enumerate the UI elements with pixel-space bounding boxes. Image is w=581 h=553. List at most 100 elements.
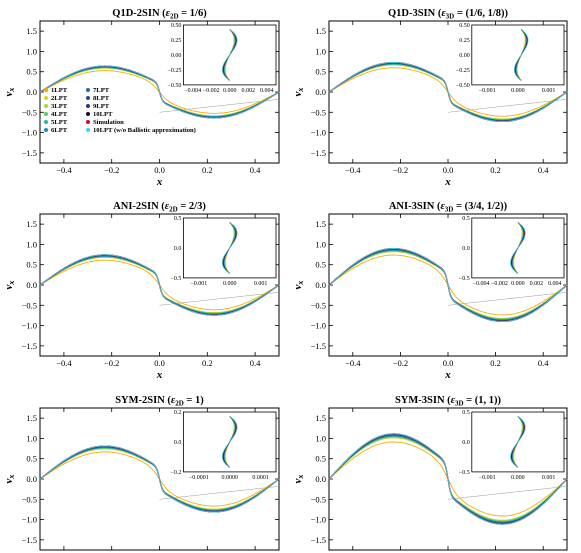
inset-x-tick-label: −0.004 xyxy=(473,281,490,287)
y-tick-label: −1.0 xyxy=(311,321,326,331)
y-tick-label: −0.5 xyxy=(22,494,37,504)
title-subscript: 2D xyxy=(170,13,179,21)
inset-y-tick-label: −0.25 xyxy=(168,68,182,74)
legend-marker xyxy=(44,104,48,108)
panel-title: ANI-3SIN (ε3D = (3/4, 1/2)) xyxy=(389,201,508,214)
inset-y-tick-label: −0.5 xyxy=(171,276,182,282)
x-tick-label: 0.4 xyxy=(538,165,549,175)
y-tick-label: −1.5 xyxy=(311,341,326,351)
panel-title: SYM-3SIN (ε3D = (1, 1)) xyxy=(395,395,502,408)
y-tick-label: 1.0 xyxy=(315,433,326,443)
x-tick-label: 0.4 xyxy=(250,358,261,368)
y-tick-label: −1.0 xyxy=(311,515,326,525)
inset-y-tick-label: −0.5 xyxy=(459,470,470,476)
x-tick-label: 0.0 xyxy=(154,165,165,175)
inset-x-tick-label: −0.0001 xyxy=(189,475,209,481)
inset-y-tick-label: 0.0 xyxy=(174,440,182,446)
title-text: Q1D-3SIN ( xyxy=(388,8,442,19)
y-tick-label: −1.5 xyxy=(311,148,326,158)
title-epsilon: ε xyxy=(166,8,171,19)
y-tick-label: −1.5 xyxy=(22,535,37,545)
title-text: ANI-3SIN ( xyxy=(389,201,441,212)
legend-label: 1LPT xyxy=(51,87,68,94)
title-epsilon: ε xyxy=(451,395,456,406)
x-tick-label: −0.2 xyxy=(104,358,119,368)
x-tick-label: 0.4 xyxy=(250,165,261,175)
y-tick-label: 0.5 xyxy=(315,260,326,270)
y-tick-label: −1.0 xyxy=(22,515,37,525)
title-subscript: 3D xyxy=(445,206,454,214)
title-value: = (1/6, 1/8)) xyxy=(454,8,508,19)
y-tick-label: 0.5 xyxy=(315,454,326,464)
title-epsilon: ε xyxy=(441,8,446,19)
inset-y-tick-label: 0.50 xyxy=(171,23,182,29)
y-tick-label: −1.5 xyxy=(22,341,37,351)
legend-marker xyxy=(86,104,90,108)
inset-x-tick-label: 0.000 xyxy=(223,281,237,287)
y-tick-label: 1.0 xyxy=(26,239,37,249)
y-axis-subscript: x xyxy=(7,88,16,93)
y-axis-subscript: x xyxy=(7,475,16,480)
legend-marker xyxy=(44,120,48,124)
y-axis-subscript: x xyxy=(296,281,305,286)
x-tick-label: −0.2 xyxy=(393,358,408,368)
inset-y-tick-label: 0.25 xyxy=(459,38,470,44)
inset-x-tick-label: 0.0001 xyxy=(252,475,269,481)
inset-x-tick-label: −0.001 xyxy=(190,281,207,287)
legend-marker xyxy=(86,96,90,100)
y-axis-subscript: x xyxy=(7,281,16,286)
title-epsilon: ε xyxy=(165,201,170,212)
title-value: = (3/4, 1/2)) xyxy=(453,201,507,212)
title-value: = 2/3) xyxy=(178,201,207,212)
inset-x-tick-label: 0.004 xyxy=(548,281,562,287)
reference-line xyxy=(447,486,568,500)
legend-marker xyxy=(86,128,90,132)
legend-label: 4LPT xyxy=(51,111,68,118)
legend-label: 8LPT xyxy=(93,95,110,102)
legend-label: 9LPT xyxy=(93,103,110,110)
x-tick-label: 0.2 xyxy=(202,358,213,368)
y-tick-label: −0.5 xyxy=(22,107,37,117)
inset-x-tick-label: 0.000 xyxy=(223,88,237,94)
inset-y-tick-label: 0.25 xyxy=(171,38,182,44)
y-tick-label: 0.5 xyxy=(315,67,326,77)
y-tick-label: −0.5 xyxy=(311,107,326,117)
title-text: SYM-2SIN ( xyxy=(115,395,171,406)
y-tick-label: 0.0 xyxy=(26,474,37,484)
x-tick-label: −0.4 xyxy=(56,358,72,368)
y-tick-label: −1.0 xyxy=(22,128,37,138)
inset-y-tick-label: 0.5 xyxy=(462,410,470,416)
y-tick-label: −0.5 xyxy=(22,300,37,310)
title-value: = 1) xyxy=(184,395,204,406)
legend-label: Simulation xyxy=(93,119,124,126)
x-tick-label: 0.2 xyxy=(202,165,213,175)
panel-title: SYM-2SIN (ε2D = 1) xyxy=(115,395,204,408)
y-tick-label: 0.0 xyxy=(26,280,37,290)
title-value: = 1/6) xyxy=(179,8,208,19)
legend-label: 2LPT xyxy=(51,95,68,102)
y-tick-label: −1.0 xyxy=(22,321,37,331)
inset-y-tick-label: 0.2 xyxy=(174,410,182,416)
x-tick-label: 0.0 xyxy=(443,165,454,175)
y-axis-label: vx xyxy=(3,281,16,290)
reference-line xyxy=(159,292,280,306)
title-epsilon: ε xyxy=(171,395,176,406)
reference-line xyxy=(447,292,568,306)
y-axis-label: vx xyxy=(3,475,16,484)
title-text: ANI-2SIN ( xyxy=(113,201,165,212)
inset-y-tick-label: 0.0 xyxy=(174,246,182,252)
legend-marker xyxy=(44,128,48,132)
inset-series-line-11 xyxy=(221,416,238,468)
panel-title: Q1D-3SIN (ε3D = (1/6, 1/8)) xyxy=(388,8,509,21)
series-line-12-11 xyxy=(328,433,568,525)
y-tick-label: 0.5 xyxy=(26,260,37,270)
title-value: = (1, 1)) xyxy=(464,395,502,406)
inset-series-line-11 xyxy=(510,222,526,274)
y-axis-label: vx xyxy=(292,281,305,290)
inset-y-tick-label: 0.5 xyxy=(462,216,470,222)
inset-x-tick-label: −0.002 xyxy=(491,281,508,287)
inset-x-tick-label: 0.001 xyxy=(254,281,268,287)
y-axis-label: vx xyxy=(292,88,305,97)
inset-y-tick-label: 0.0 xyxy=(462,440,470,446)
legend-marker xyxy=(86,120,90,124)
